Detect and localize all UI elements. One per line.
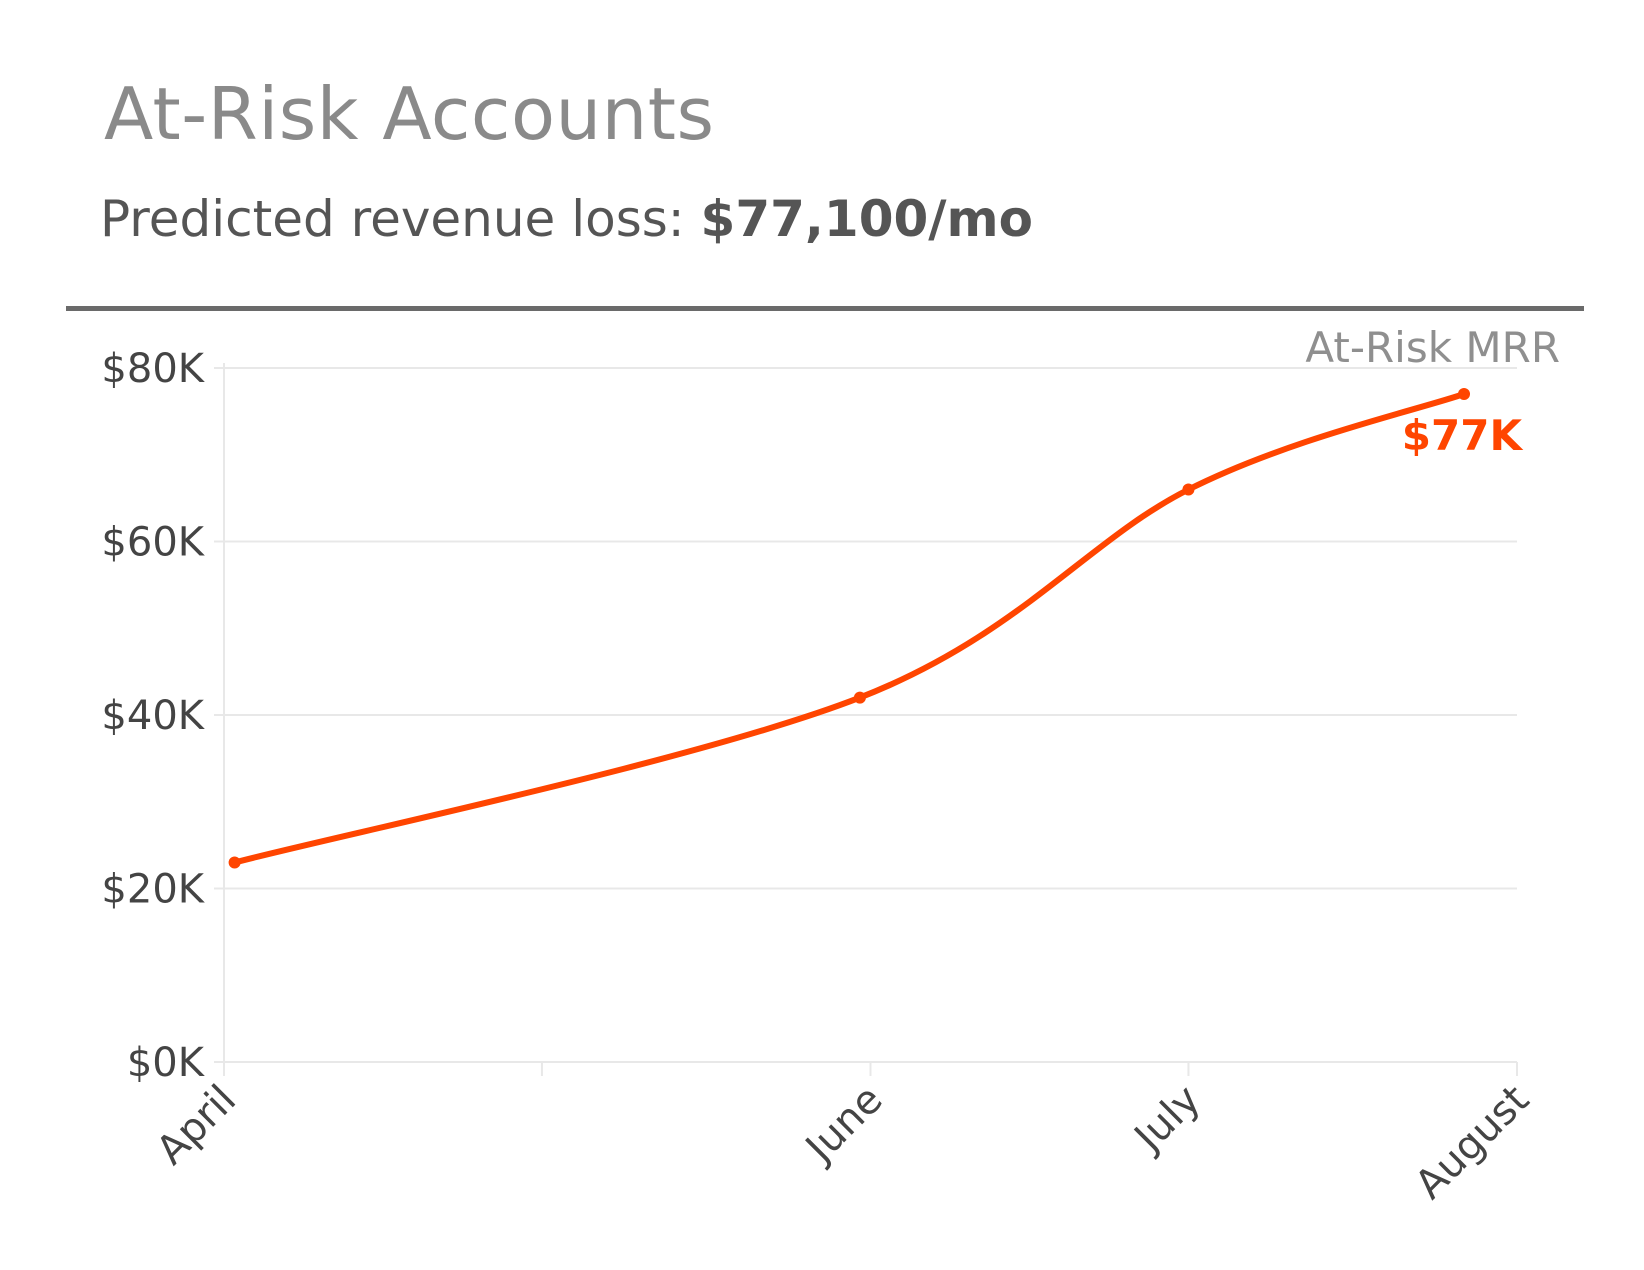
- data-point-0-3: [1458, 388, 1471, 401]
- series-line-0: [231, 391, 1467, 866]
- header-divider: [66, 306, 1584, 311]
- data-point-0-0: [228, 856, 241, 869]
- y-axis-ticks: $0K $20K $40K $60K $80K: [101, 346, 224, 1086]
- series-layer: At-Risk MRR $77K: [228, 323, 1560, 869]
- series-name-label-0: At-Risk MRR: [1305, 323, 1560, 372]
- y-tick-label-3: $60K: [101, 520, 205, 566]
- x-tick-label-0: April: [148, 1077, 245, 1174]
- x-tick-label-3: July: [1124, 1077, 1210, 1163]
- y-tick-label-2: $40K: [101, 693, 205, 739]
- end-value-label-0: $77K: [1402, 411, 1524, 460]
- predicted-loss-value: $77,100/mo: [700, 190, 1033, 248]
- x-axis-ticks: April June July August: [148, 1062, 1538, 1208]
- x-tick-label-4: August: [1407, 1077, 1539, 1209]
- chart-title: At-Risk Accounts: [104, 72, 715, 156]
- subtitle-prefix: Predicted revenue loss:: [100, 190, 701, 248]
- data-point-0-1: [853, 691, 866, 704]
- x-tick-label-2: June: [795, 1077, 891, 1173]
- y-tick-label-4: $80K: [101, 346, 205, 392]
- gridlines: [224, 367, 1517, 1063]
- chart-subtitle: Predicted revenue loss: $77,100/mo: [100, 190, 1033, 248]
- y-tick-label-1: $20K: [101, 867, 205, 913]
- data-point-0-2: [1182, 483, 1195, 496]
- y-tick-label-0: $0K: [127, 1040, 206, 1086]
